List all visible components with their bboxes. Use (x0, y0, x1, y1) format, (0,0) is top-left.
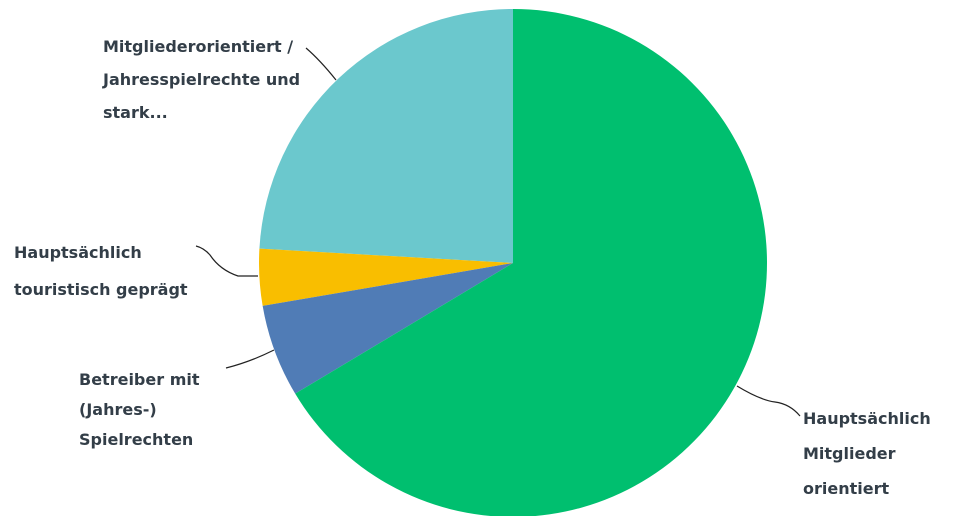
leader-line (736, 385, 801, 417)
slice-label: Hauptsächlich touristisch geprägt (14, 243, 188, 299)
slice-label: Mitgliederorientiert / Jahresspielrechte… (103, 37, 301, 122)
pie-slice (262, 263, 513, 394)
leader-line (225, 349, 275, 369)
slice-label: Betreiber mit (Jahres-) Spielrechten (79, 370, 200, 449)
pie-slice (259, 9, 513, 263)
pie-slice (295, 9, 767, 516)
pie-slice (259, 248, 513, 306)
leader-line (305, 47, 337, 81)
slice-label: Hauptsächlich Mitglieder orientiert (803, 409, 931, 498)
leader-line (195, 245, 258, 277)
